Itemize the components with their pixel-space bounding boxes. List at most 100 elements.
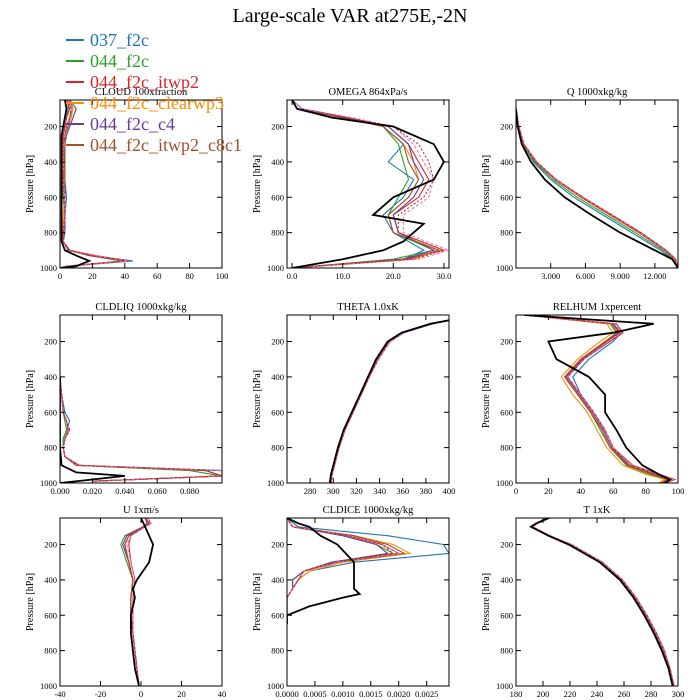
y-tick-label: 1000: [40, 263, 57, 273]
y-tick-label: 400: [500, 157, 513, 167]
y-tick-label: 800: [44, 443, 57, 453]
panel-title: THETA 1.0xK: [337, 302, 399, 313]
x-tick-label: 200: [537, 689, 550, 699]
x-tick-label: 220: [564, 689, 577, 699]
y-tick-label: 600: [44, 192, 57, 202]
y-tick-label: 200: [500, 540, 513, 550]
series-line: [330, 319, 449, 483]
series-line: [124, 518, 150, 686]
x-tick-label: 100: [672, 486, 685, 496]
y-tick-label: 1000: [267, 478, 284, 488]
legend-label: 037_f2c: [90, 30, 149, 50]
series-line: [328, 319, 449, 483]
x-tick-label: 60: [153, 271, 162, 281]
x-tick-label: 9.000: [611, 271, 630, 281]
plot-frame: [286, 517, 450, 687]
y-axis-label: Pressure [hPa]: [252, 573, 263, 631]
y-tick-label: 200: [271, 540, 284, 550]
x-tick-label: 300: [672, 689, 685, 699]
x-tick-label: 0.060: [148, 486, 167, 496]
y-tick-label: 600: [271, 407, 284, 417]
series-line: [330, 319, 449, 483]
y-axis-label: Pressure [hPa]: [25, 155, 36, 213]
legend-label: 044_f2c_itwp2_c8c1: [90, 135, 242, 155]
y-axis-label: Pressure [hPa]: [252, 370, 263, 428]
x-tick-label: 0.080: [180, 486, 199, 496]
series-line: [60, 376, 222, 482]
series-line: [330, 319, 449, 483]
series-line: [330, 319, 449, 483]
series-group: [60, 376, 222, 483]
x-tick-label: 10.0: [335, 271, 350, 281]
x-tick-label: 0: [514, 486, 518, 496]
legend-label: 044_f2c_clearwp3: [90, 93, 224, 113]
x-tick-label: 400: [443, 486, 456, 496]
x-tick-label: 80: [185, 271, 194, 281]
y-tick-label: 1000: [496, 478, 513, 488]
y-tick-label: 400: [44, 575, 57, 585]
plot-frame: [59, 517, 223, 687]
series-line: [531, 518, 675, 686]
chart-panel: THETA 1.0xK Pressure [hPa] 200 400 600 800 100…: [252, 302, 455, 496]
y-tick-label: 200: [500, 337, 513, 347]
series-group: [287, 518, 449, 625]
series-line: [287, 518, 407, 616]
x-tick-label: 0: [139, 689, 143, 699]
y-tick-label: 400: [500, 575, 513, 585]
x-tick-label: 180: [510, 689, 523, 699]
y-tick-label: 800: [271, 443, 284, 453]
y-tick-label: 600: [271, 192, 284, 202]
plot-frame: [515, 517, 679, 687]
series-line: [287, 518, 449, 616]
x-tick-label: 380: [419, 486, 432, 496]
y-tick-label: 600: [271, 610, 284, 620]
x-tick-label: 20: [177, 689, 186, 699]
plot-frame: [286, 99, 450, 269]
series-line: [291, 100, 436, 268]
legend-label: 044_f2c_c4: [90, 114, 175, 134]
y-tick-label: 800: [44, 228, 57, 238]
y-tick-label: 1000: [40, 478, 57, 488]
x-tick-label: 0.020: [83, 486, 102, 496]
y-tick-label: 600: [500, 192, 513, 202]
x-tick-label: 100: [216, 271, 229, 281]
x-tick-label: 6.000: [576, 271, 595, 281]
x-tick-label: 0.040: [115, 486, 134, 496]
series-line: [124, 518, 150, 686]
plot-frame: [286, 314, 450, 484]
series-line: [291, 100, 445, 268]
y-tick-label: 1000: [40, 681, 57, 691]
x-tick-label: 80: [641, 486, 650, 496]
chart-panel: CLDLIQ 1000xkg/kg Pressure [hPa] 200 400 600…: [25, 302, 223, 496]
series-line: [516, 108, 678, 268]
series-line: [531, 518, 675, 686]
y-axis-label: Pressure [hPa]: [25, 370, 36, 428]
x-tick-label: 280: [304, 486, 317, 496]
x-tick-label: 40: [218, 689, 227, 699]
series-line: [531, 518, 675, 686]
panel-title: U 1xm/s: [123, 505, 159, 516]
panel-title: RELHUM 1xpercent: [553, 302, 641, 313]
panel-title: CLDLIQ 1000xkg/kg: [95, 302, 187, 313]
y-tick-label: 800: [271, 646, 284, 656]
y-tick-label: 800: [44, 646, 57, 656]
series-line: [287, 518, 412, 616]
panel-title: CLOUD 100xfraction: [95, 87, 188, 98]
series-line: [524, 315, 670, 483]
chart-panel: CLDICE 1000xkg/kg Pressure [hPa] 200 400 600…: [252, 505, 450, 699]
y-tick-label: 1000: [267, 263, 284, 273]
panel-title: OMEGA 864xPa/s: [328, 87, 407, 98]
plot-frame: [59, 99, 223, 269]
y-tick-label: 200: [44, 540, 57, 550]
x-tick-label: 260: [618, 689, 631, 699]
x-tick-label: 20: [544, 486, 553, 496]
series-line: [524, 315, 677, 483]
legend: 037_f2c044_f2c044_f2c_itwp2044_f2c_clear…: [66, 30, 242, 155]
y-tick-label: 1000: [496, 681, 513, 691]
series-line: [531, 518, 675, 686]
series-group: [524, 315, 677, 483]
legend-label: 044_f2c: [90, 51, 149, 71]
series-group: [529, 518, 675, 686]
series-line: [291, 100, 425, 268]
